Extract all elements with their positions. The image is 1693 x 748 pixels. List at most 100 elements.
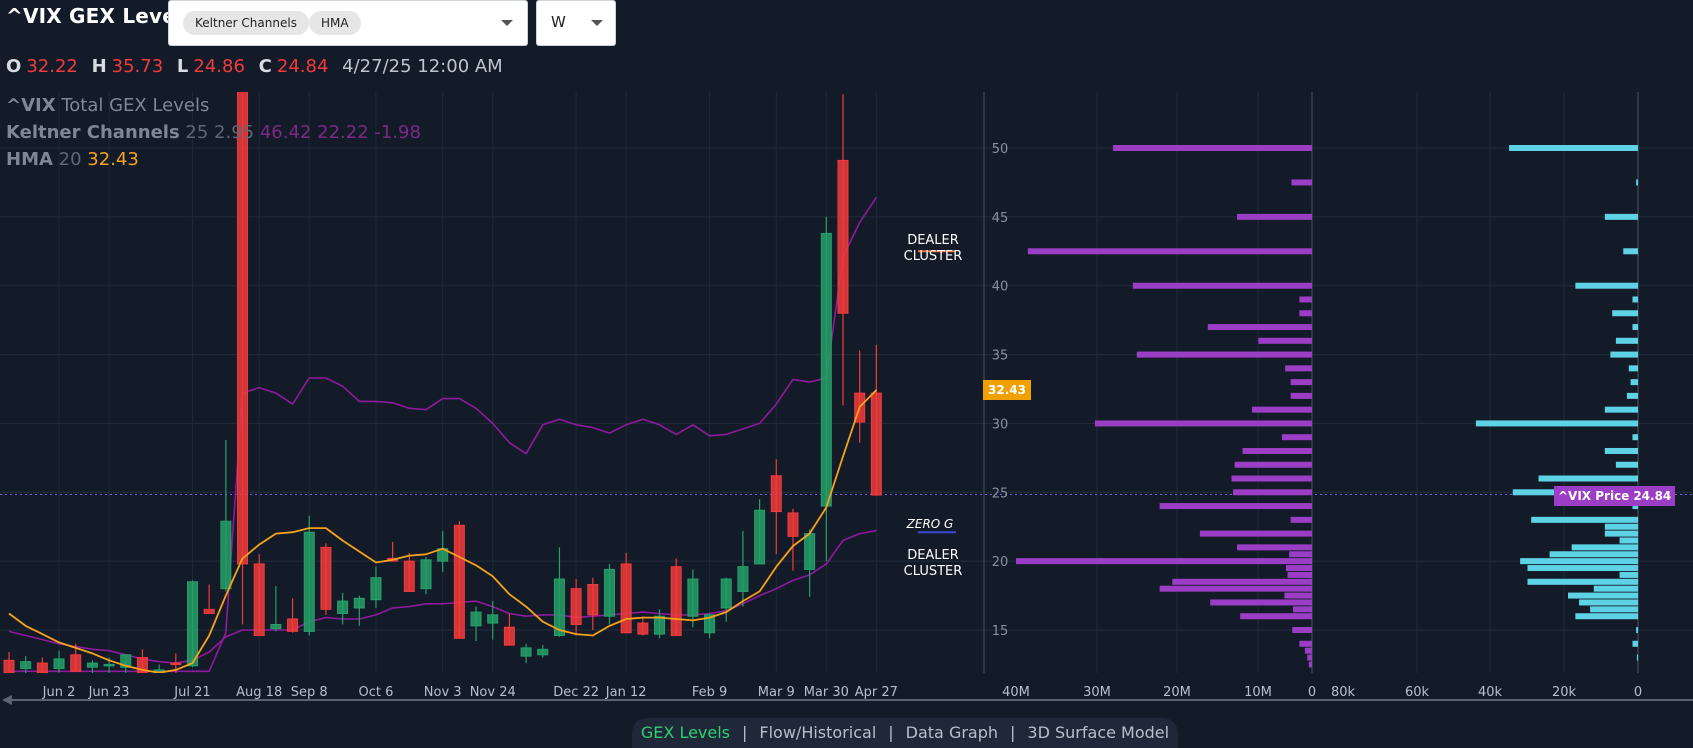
gex-bar [1233,489,1312,496]
chart-scrollbar[interactable] [0,694,1693,706]
gex-bar [1252,406,1312,413]
y-tick-label: 15 [992,624,1009,639]
flow-bar [1632,503,1638,510]
candle-body [303,531,315,632]
indicator-chip-hma[interactable]: HMA [309,11,361,35]
hma-line [8,389,878,673]
interval-value: W [551,13,566,31]
candle-body [353,597,365,609]
candle-body [870,392,882,496]
interval-select[interactable]: W [536,0,616,46]
candle-body [220,520,232,590]
tab-flow-historical[interactable]: Flow/Historical [759,723,877,742]
legend-keltner-name[interactable]: Keltner Channels [6,122,180,143]
flow-bar [1630,379,1638,386]
candle-body [403,560,415,592]
flow-bar [1632,640,1638,647]
tab-gex-levels[interactable]: GEX Levels [640,723,731,742]
gex-bar [1290,392,1312,399]
candle-body [570,588,582,625]
flow-bar [1538,475,1638,482]
legend-hma-param: 20 [58,149,82,170]
candle-body [186,581,198,667]
x-tick-label: Mar 30 [804,685,849,700]
gex-bar [1132,282,1312,289]
candle-body [537,648,549,656]
candle-body [103,663,115,667]
gex-bars [1016,145,1312,668]
gex-x-tick-label: 10M [1244,685,1272,700]
gex-bar [1172,578,1312,585]
gex-x-tick-label: 0 [1308,685,1316,700]
gex-bar [1242,447,1312,454]
flow-bar [1549,551,1638,558]
flow-bar [1527,565,1638,572]
y-tick-label: 20 [992,555,1009,570]
x-tick-label: Sep 8 [291,685,328,700]
chart-canvas[interactable]: Jun 2 Jun 23 Jul 21 Aug 18 Sep 8 Oct 6 Nov 3 No… [0,88,1693,706]
candle-body [553,578,565,637]
dealer-cluster-label-bottom: DEALER CLUSTER [903,548,963,579]
flow-x-tick-label: 60k [1405,685,1430,700]
indicator-chip-keltner[interactable]: Keltner Channels [183,11,309,35]
flow-bar [1628,365,1638,372]
candle-body [120,654,132,668]
candle-body [36,662,48,673]
chevron-down-icon[interactable] [591,20,603,26]
flow-bar [1604,406,1638,413]
gex-bar [1299,310,1312,317]
tab-data-graph[interactable]: Data Graph [905,723,999,742]
legend-hma-name[interactable]: HMA [6,149,53,170]
high-label: H [91,56,107,77]
gex-bar [1293,606,1312,613]
candle-body [487,614,499,624]
chevron-down-icon[interactable] [501,20,513,26]
flow-bar [1571,544,1638,551]
flow-bar [1604,213,1638,220]
x-tick-label: Jun 2 [42,685,76,700]
close-label: C [258,56,272,77]
gex-x-tick-label: 40M [1002,685,1030,700]
nav-separator: | [742,723,748,742]
y-tick-label: 40 [992,280,1009,295]
gex-bar [1094,420,1312,427]
gex-bar [1299,296,1312,303]
flow-bar [1615,337,1638,344]
hma-line-path [8,389,878,673]
flow-bar [1619,571,1638,578]
flow-bar [1632,296,1638,303]
scroll-left-icon[interactable] [2,695,12,705]
gex-bar [1284,592,1312,599]
axes: Jun 2 Jun 23 Jul 21 Aug 18 Sep 8 Oct 6 Nov 3 No… [42,142,1642,700]
candle-body [837,159,849,314]
x-tick-label: Nov 24 [470,685,516,700]
gex-bar [1289,551,1312,558]
candle-body [503,626,515,646]
nav-separator: | [1010,723,1016,742]
legend-keltner-values: 46.42 22.22 -1.98 [259,122,421,143]
candle-body [53,658,65,670]
y-tick-label: 50 [992,142,1009,157]
candle-body [453,524,465,639]
hma-price-tag: 32.43 [983,380,1031,400]
y-tick-label: 35 [992,349,1009,364]
candle-body [3,659,15,673]
flow-bar [1593,585,1638,592]
candle-body [620,563,632,634]
toolbar: ^VIX GEX Levels Keltner Channels HMA W O… [0,0,1693,88]
flow-bar [1604,523,1638,530]
tab-3d-surface-model[interactable]: 3D Surface Model [1027,723,1170,742]
gex-bar [1282,434,1312,441]
gex-bar [1113,145,1312,151]
indicator-select[interactable]: Keltner Channels HMA [168,0,528,46]
candle-body [270,623,282,630]
candle-body [637,622,649,635]
x-tick-label: Jun 23 [88,685,130,700]
candlestick-series [3,92,956,673]
x-tick-label: Oct 6 [359,685,394,700]
gex-bar [1237,213,1312,220]
gex-bar [1240,613,1312,620]
candle-body [170,662,182,666]
y-tick-label: 30 [992,417,1009,432]
gex-bar [1308,661,1312,668]
